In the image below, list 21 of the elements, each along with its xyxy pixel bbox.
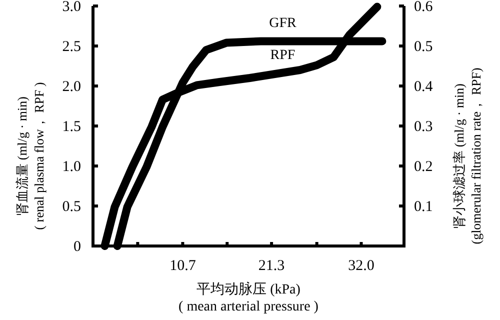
y2-tick-label: 0.5 bbox=[414, 39, 433, 55]
y-axis-title: 肾血流量 (ml/g · min) ( renal plasma flow， RPF ) bbox=[14, 82, 46, 230]
y-tick-label: 0 bbox=[74, 239, 81, 255]
y-tick-label: 1.5 bbox=[62, 119, 81, 135]
series-label: RPF bbox=[270, 48, 296, 63]
x-tick-label: 10.7 bbox=[170, 258, 196, 274]
x-tick-label: 32.0 bbox=[348, 258, 374, 274]
y-tick-label: 0.5 bbox=[62, 199, 81, 215]
y2-tick-label: 0.2 bbox=[414, 159, 433, 175]
y2-tick-label: 0.1 bbox=[414, 199, 433, 215]
series-label: GFR bbox=[269, 16, 297, 32]
y-tick-label: 1.0 bbox=[62, 159, 81, 175]
x-tick-label: 21.3 bbox=[258, 258, 285, 274]
y-tick-label: 2.0 bbox=[62, 79, 81, 95]
x-axis-title: 平均动脉压 (kPa) ( mean arterial pressure ) bbox=[178, 282, 319, 314]
y-tick-label: 3.0 bbox=[62, 0, 81, 15]
y2-tick-label: 0.3 bbox=[414, 119, 433, 135]
y2-axis-title: 肾小球滤过率 (ml/g · min) (glomerular filtration rate， RPF) bbox=[452, 68, 484, 244]
y2-tick-label: 0.4 bbox=[414, 79, 434, 95]
y-tick-label: 2.5 bbox=[62, 39, 81, 55]
y2-tick-label: 0.6 bbox=[414, 0, 434, 15]
